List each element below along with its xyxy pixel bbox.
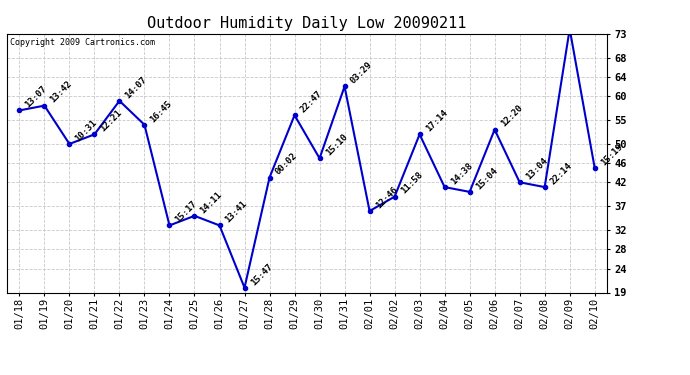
Text: 22:14: 22:14 — [549, 161, 574, 186]
Text: 15:19: 15:19 — [599, 142, 624, 167]
Text: 22:47: 22:47 — [299, 89, 324, 114]
Text: 12:46: 12:46 — [374, 185, 399, 210]
Text: 00:02: 00:02 — [274, 152, 299, 177]
Text: 15:10: 15:10 — [324, 132, 349, 158]
Text: 16:45: 16:45 — [148, 99, 174, 124]
Text: 15:47: 15:47 — [248, 262, 274, 287]
Text: 10:31: 10:31 — [74, 118, 99, 143]
Text: 14:38: 14:38 — [448, 161, 474, 186]
Text: 03:29: 03:29 — [348, 60, 374, 86]
Text: 13:41: 13:41 — [224, 199, 249, 225]
Text: 13:04: 13:04 — [524, 156, 549, 182]
Text: 14:39: 14:39 — [0, 374, 1, 375]
Title: Outdoor Humidity Daily Low 20090211: Outdoor Humidity Daily Low 20090211 — [148, 16, 466, 31]
Text: 11:58: 11:58 — [399, 171, 424, 196]
Text: 12:20: 12:20 — [499, 104, 524, 129]
Text: 17:14: 17:14 — [424, 108, 449, 134]
Text: Copyright 2009 Cartronics.com: Copyright 2009 Cartronics.com — [10, 38, 155, 46]
Text: 15:17: 15:17 — [174, 199, 199, 225]
Text: 13:07: 13:07 — [23, 84, 49, 109]
Text: 15:04: 15:04 — [474, 166, 499, 191]
Text: 14:07: 14:07 — [124, 75, 149, 100]
Text: 13:42: 13:42 — [48, 80, 74, 105]
Text: 14:11: 14:11 — [199, 190, 224, 215]
Text: 12:21: 12:21 — [99, 108, 124, 134]
